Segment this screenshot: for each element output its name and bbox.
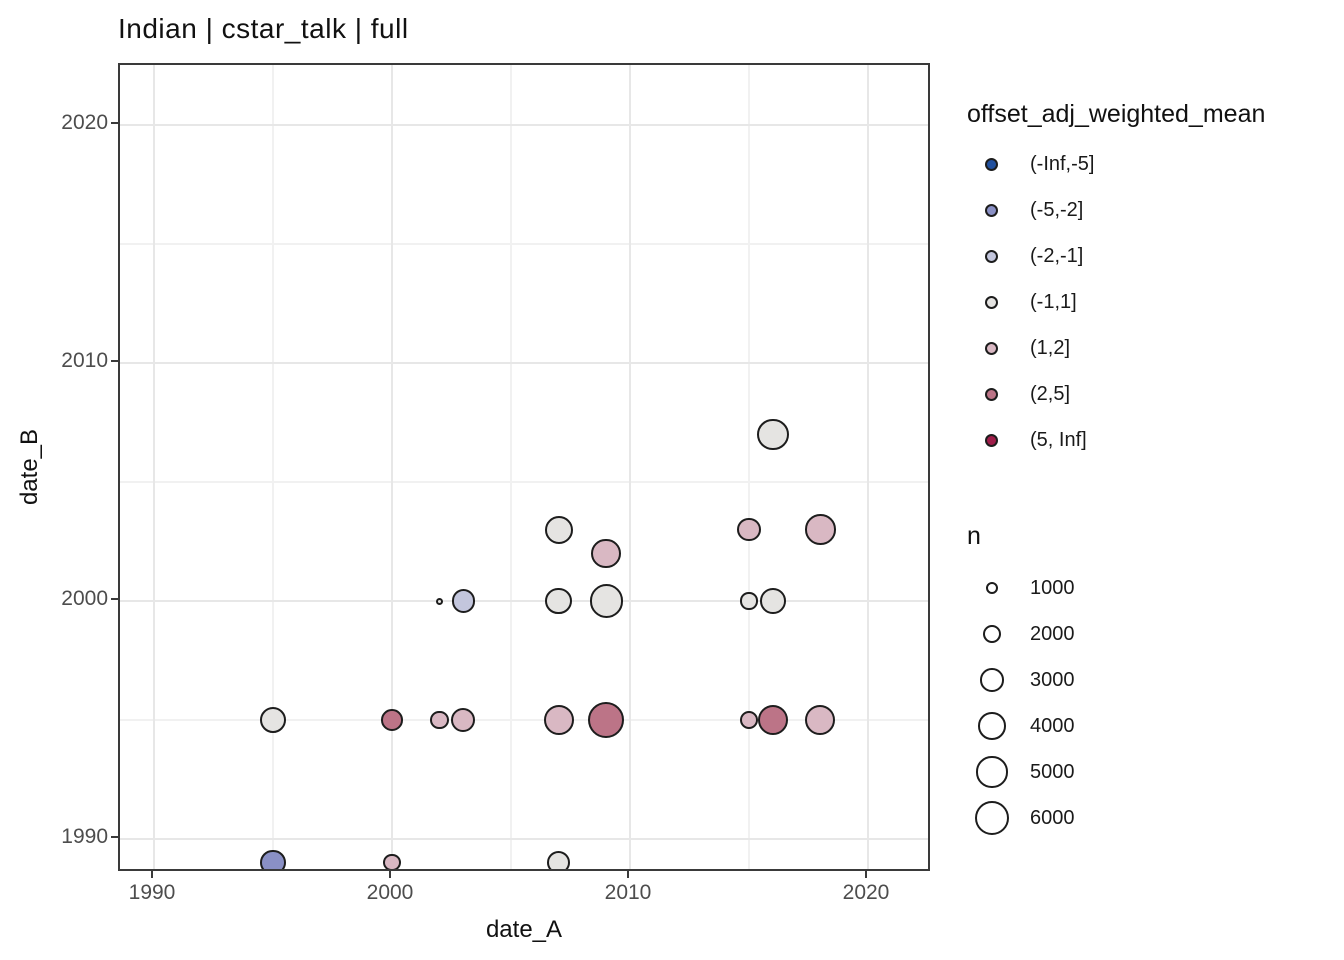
gridline-y-minor: [120, 243, 928, 245]
gridline-x-major: [391, 65, 393, 869]
data-point: [739, 710, 759, 730]
plot-panel: [118, 63, 930, 871]
x-tick-mark: [627, 871, 629, 878]
data-point: [737, 517, 761, 542]
x-tick-mark: [389, 871, 391, 878]
color-legend-key-dot: [985, 387, 998, 401]
color-legend-label: (2,5]: [1030, 383, 1071, 405]
size-legend-label: 1000: [1030, 577, 1075, 599]
gridline-x-minor: [510, 65, 512, 869]
size-legend-key-circle: [976, 756, 1008, 788]
color-legend-key-dot: [985, 249, 998, 263]
data-point: [430, 710, 449, 730]
data-point: [545, 587, 572, 615]
size-legend-key-circle: [980, 668, 1004, 692]
size-legend-key-circle: [985, 581, 999, 595]
gridline-y-major: [120, 124, 928, 126]
data-point: [383, 854, 401, 869]
gridline-x-minor: [748, 65, 750, 869]
color-legend-label: (1,2]: [1030, 337, 1071, 359]
x-tick-label: 2000: [366, 881, 414, 904]
x-tick-mark: [151, 871, 153, 878]
data-point: [757, 704, 788, 736]
size-legend-label: 6000: [1030, 807, 1075, 829]
data-point: [451, 708, 476, 733]
color-legend-title: offset_adj_weighted_mean: [967, 100, 1266, 128]
data-point: [756, 418, 789, 451]
data-point: [805, 704, 836, 736]
size-legend-key-circle: [982, 624, 1002, 644]
color-legend-label: (-Inf,-5]: [1030, 153, 1095, 175]
y-tick-mark: [111, 598, 118, 600]
color-legend-key-dot: [985, 341, 998, 355]
data-point: [259, 706, 287, 734]
color-legend-key-dot: [985, 295, 998, 309]
data-point: [381, 709, 403, 731]
color-legend-key-dot: [985, 203, 998, 217]
y-tick-label: 2010: [61, 349, 108, 372]
data-point: [589, 584, 623, 618]
gridline-y-minor: [120, 481, 928, 483]
x-axis-title: date_A: [485, 916, 563, 943]
color-legend-key-dot: [985, 433, 998, 447]
gridline-y-minor: [120, 719, 928, 721]
gridline-y-major: [120, 362, 928, 364]
size-legend-label: 5000: [1030, 761, 1075, 783]
size-legend-label: 2000: [1030, 623, 1075, 645]
gridline-y-major: [120, 600, 928, 602]
data-point: [740, 592, 758, 610]
data-point: [588, 702, 625, 738]
gridline-x-major: [153, 65, 155, 869]
x-tick-label: 1990: [128, 881, 176, 904]
color-legend-key-dot: [985, 157, 998, 171]
y-tick-label: 2020: [61, 111, 108, 134]
size-legend-label: 3000: [1030, 669, 1075, 691]
y-tick-mark: [111, 360, 118, 362]
size-legend-key-circle: [974, 800, 1010, 836]
data-point: [260, 850, 286, 869]
y-tick-label: 1990: [61, 825, 108, 848]
gridline-y-major: [120, 838, 928, 840]
color-legend-label: (5, Inf]: [1030, 429, 1087, 451]
y-tick-mark: [111, 836, 118, 838]
data-point: [543, 704, 574, 736]
size-legend-key-circle: [978, 712, 1006, 740]
data-point: [759, 588, 786, 614]
data-point: [544, 515, 573, 544]
y-axis-title: date_B: [16, 428, 43, 506]
gridline-x-minor: [272, 65, 274, 869]
x-tick-mark: [865, 871, 867, 878]
color-legend-label: (-2,-1]: [1030, 245, 1084, 267]
x-tick-label: 2010: [604, 881, 652, 904]
y-tick-mark: [111, 122, 118, 124]
color-legend-label: (-1,1]: [1030, 291, 1077, 313]
gridline-x-major: [867, 65, 869, 869]
gridline-x-major: [629, 65, 631, 869]
y-tick-label: 2000: [61, 587, 108, 610]
data-point: [451, 589, 475, 613]
data-point: [436, 597, 444, 605]
data-point: [805, 514, 836, 545]
chart-title: Indian | cstar_talk | full: [118, 13, 409, 44]
size-legend-title: n: [967, 522, 981, 550]
data-point: [591, 538, 622, 569]
color-legend-label: (-5,-2]: [1030, 199, 1084, 221]
data-point: [547, 851, 571, 869]
x-tick-label: 2020: [842, 881, 890, 904]
size-legend-label: 4000: [1030, 715, 1075, 737]
